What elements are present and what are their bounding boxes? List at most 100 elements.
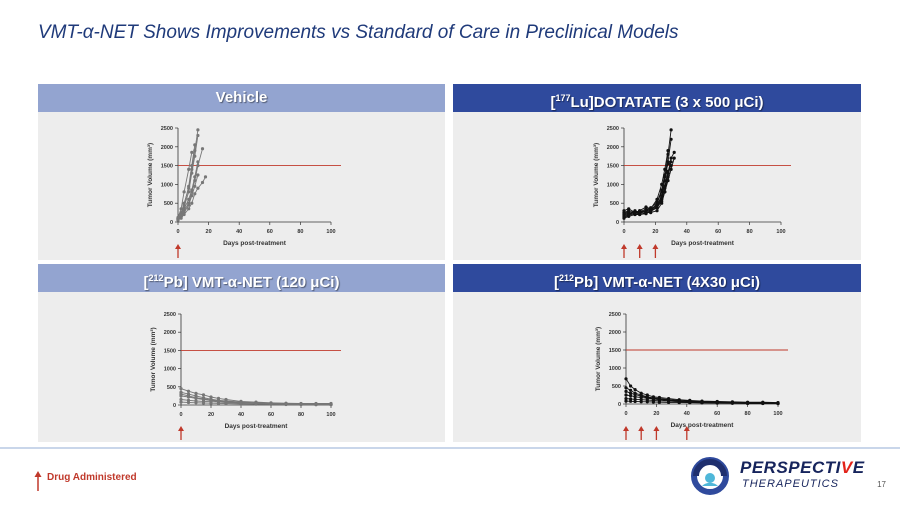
data-point: [649, 209, 653, 214]
panel-header-label: Vehicle: [215, 89, 268, 106]
data-point: [624, 377, 628, 381]
page-number: 17: [877, 480, 886, 489]
y-axis-label: Tumor Volume (mm³): [147, 143, 154, 207]
legend-label: Drug Administered: [47, 472, 137, 483]
data-point: [182, 207, 186, 211]
data-point: [182, 190, 186, 194]
arrow-up-icon: [34, 471, 42, 491]
data-point: [201, 401, 206, 405]
data-point: [624, 393, 628, 397]
y-tick-label: 500: [610, 201, 619, 207]
data-point: [187, 207, 191, 211]
data-point: [187, 167, 191, 171]
data-point: [269, 401, 273, 406]
data-point: [179, 392, 183, 396]
x-tick-label: 40: [684, 229, 690, 235]
data-point: [672, 156, 676, 160]
dose-arrow-head: [178, 426, 184, 431]
data-point: [666, 162, 670, 166]
panel-header-suffix: Lu]DOTATATE (3 x 500 μCi): [570, 94, 764, 111]
data-point: [314, 402, 318, 406]
data-point: [216, 399, 221, 403]
data-point: [209, 398, 213, 402]
x-tick-label: 40: [684, 411, 690, 417]
data-point: [627, 213, 631, 217]
panel-header-pb-4x30: [212Pb] VMT-α-NET (4X30 μCi): [453, 264, 861, 292]
data-point: [700, 401, 704, 405]
data-point: [666, 169, 670, 173]
x-tick-label: 100: [776, 229, 785, 235]
data-point: [209, 395, 213, 399]
data-point: [633, 388, 637, 392]
x-axis-label: Days post-treatment: [225, 423, 289, 430]
data-point: [651, 400, 655, 404]
y-tick-label: 2000: [161, 145, 173, 151]
data-point: [677, 401, 681, 405]
data-point: [200, 147, 205, 151]
data-point: [193, 154, 197, 158]
data-point: [196, 128, 200, 132]
logo-wordmark: PERSPECTIVE: [740, 458, 865, 477]
data-point: [187, 203, 191, 207]
y-tick-label: 1000: [607, 182, 619, 188]
data-point: [187, 184, 191, 188]
data-point: [746, 401, 750, 406]
data-point: [209, 401, 213, 405]
data-point: [629, 399, 633, 403]
y-axis-label: Tumor Volume (mm³): [593, 143, 600, 207]
data-point: [663, 173, 667, 177]
data-point: [194, 396, 198, 400]
data-point: [179, 400, 183, 404]
data-point: [633, 397, 637, 401]
panel-body-pb-120: 0 20 40 60 80 100 0 500 1000 1500 2000 2500 Days pos…: [38, 292, 445, 442]
x-tick-label: 80: [747, 229, 753, 235]
data-point: [644, 205, 648, 209]
data-point: [179, 213, 183, 217]
panel-header-pb-120: [212Pb] VMT-α-NET (120 μCi): [38, 264, 445, 292]
x-tick-label: 0: [179, 412, 182, 418]
y-tick-label: 1500: [164, 348, 176, 354]
x-tick-label: 20: [652, 229, 658, 235]
data-point: [660, 188, 664, 192]
series-line: [625, 378, 779, 404]
data-point: [190, 164, 194, 168]
data-point: [299, 402, 303, 406]
y-tick-label: 2000: [609, 330, 621, 336]
data-point: [186, 389, 191, 393]
y-tick-label: 0: [616, 220, 619, 226]
data-point: [179, 215, 183, 220]
panel-header-isotope: 212: [148, 273, 164, 283]
data-point: [644, 212, 648, 216]
panel-header-vehicle: Vehicle: [38, 84, 445, 112]
data-point: [203, 175, 208, 179]
panel-header-prefix: [: [143, 274, 149, 291]
x-tick-label: 0: [622, 229, 625, 235]
data-point: [622, 212, 626, 216]
data-point: [190, 201, 194, 205]
data-point: [196, 186, 200, 190]
data-point: [179, 387, 183, 391]
data-point: [196, 133, 200, 138]
x-tick-label: 20: [206, 229, 212, 235]
dose-arrow-head: [683, 426, 690, 431]
data-point: [216, 401, 221, 405]
data-point: [624, 389, 628, 393]
series-line: [623, 163, 669, 215]
data-point: [663, 167, 667, 171]
data-point: [776, 402, 780, 406]
data-point: [190, 150, 194, 154]
series-line: [625, 400, 779, 405]
x-tick-label: 40: [238, 412, 244, 418]
x-tick-label: 60: [267, 229, 273, 235]
y-tick-label: 2000: [164, 330, 176, 336]
panel-header-isotope: 177: [555, 93, 571, 103]
y-tick-label: 1000: [609, 366, 621, 372]
data-point: [329, 402, 333, 406]
data-point: [633, 211, 637, 215]
y-tick-label: 2000: [607, 145, 619, 151]
y-tick-label: 0: [170, 220, 173, 226]
panel-body-lu-dotatate: 0 20 40 60 80 100 0 500 1000 1500 2000 2500 Days pos…: [453, 112, 861, 260]
data-point: [194, 401, 198, 405]
